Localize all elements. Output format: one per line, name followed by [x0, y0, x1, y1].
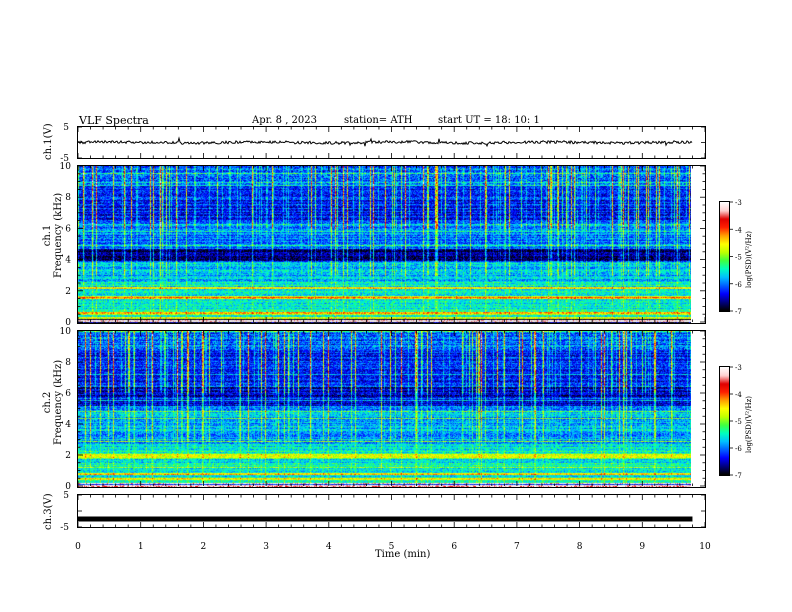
y-tick-label: -5 [60, 154, 69, 164]
x-tick-label: 8 [577, 542, 583, 552]
chart-title: VLF Spectra [79, 114, 149, 127]
ch1-voltage-axis-label: ch.1(V) [43, 123, 54, 160]
ch3-waveform-panel [77, 494, 706, 528]
colorbar-tick-label: -5 [735, 418, 742, 426]
ch1-channel-label: ch.1 [42, 224, 53, 247]
ch1-colorbar [719, 201, 730, 312]
x-axis-label: Time (min) [375, 549, 431, 560]
ch2-channel-label: ch.2 [42, 391, 53, 414]
colorbar-tick-label: -7 [735, 308, 742, 316]
ch1-spectrogram-panel [77, 165, 706, 324]
ch1-waveform-line [78, 136, 693, 148]
y-tick-label: 4 [65, 256, 71, 266]
y-tick-label: 0 [65, 482, 71, 492]
y-tick-label: 2 [65, 451, 71, 461]
y-tick-label: 8 [65, 193, 71, 203]
ch2-spectrogram-panel [77, 330, 706, 488]
y-tick-label: 10 [60, 162, 72, 172]
date-label: Apr. 8 , 2023 [252, 115, 318, 126]
colorbar-tick-label: -5 [735, 254, 742, 262]
ch2-colorbar [719, 366, 730, 476]
y-tick-label: 2 [65, 287, 71, 297]
ch1-waveform-panel [77, 126, 706, 159]
x-tick-label: 1 [138, 542, 144, 552]
colorbar-tick-label: -3 [735, 199, 742, 207]
ch1-waveform-plot [78, 136, 693, 148]
y-tick-label: 10 [60, 327, 72, 337]
colorbar-tick-label: -6 [735, 281, 742, 289]
colorbar-tick-label: -7 [735, 472, 742, 480]
y-tick-label: 5 [63, 491, 69, 501]
ch3-waveform-plot [78, 516, 693, 522]
x-tick-label: 9 [639, 542, 645, 552]
ch1-spectrogram [78, 166, 691, 323]
x-tick-label: 0 [75, 542, 81, 552]
ch2-frequency-axis-label: ch.2 Frequency (kHz) [42, 360, 64, 445]
colorbar-tick-label: -4 [735, 391, 742, 399]
ch2-frequency-label: Frequency (kHz) [53, 359, 64, 445]
x-tick-label: 10 [699, 542, 711, 552]
y-tick-label: 6 [65, 224, 71, 234]
y-tick-label: 0 [65, 318, 71, 328]
ch1-frequency-axis-label: ch.1 Frequency (kHz) [42, 193, 64, 278]
ch1-colorbar-label: log(PSD)(V²/Hz) [745, 231, 753, 288]
colorbar-tick-label: -3 [735, 364, 742, 372]
x-tick-label: 7 [514, 542, 520, 552]
y-tick-label: 6 [65, 389, 71, 399]
y-tick-label: 4 [65, 420, 71, 430]
x-tick-label: 2 [201, 542, 207, 552]
colorbar-tick-label: -4 [735, 226, 742, 234]
x-tick-label: 3 [263, 542, 269, 552]
colorbar-tick-label: -6 [735, 445, 742, 453]
ch2-colorbar-label: log(PSD)(V²/Hz) [745, 396, 753, 453]
ch1-frequency-label: Frequency (kHz) [53, 192, 64, 278]
ch3-voltage-axis-label: ch.3(V) [43, 493, 54, 530]
y-tick-label: 8 [65, 358, 71, 368]
ch2-spectrogram [78, 331, 691, 487]
x-tick-label: 6 [451, 542, 457, 552]
y-tick-label: 5 [63, 123, 69, 133]
y-tick-label: -5 [60, 523, 69, 533]
x-tick-label: 4 [326, 542, 332, 552]
station-label: station= ATH [344, 115, 413, 126]
start-time-label: start UT = 18: 10: 1 [438, 115, 540, 126]
